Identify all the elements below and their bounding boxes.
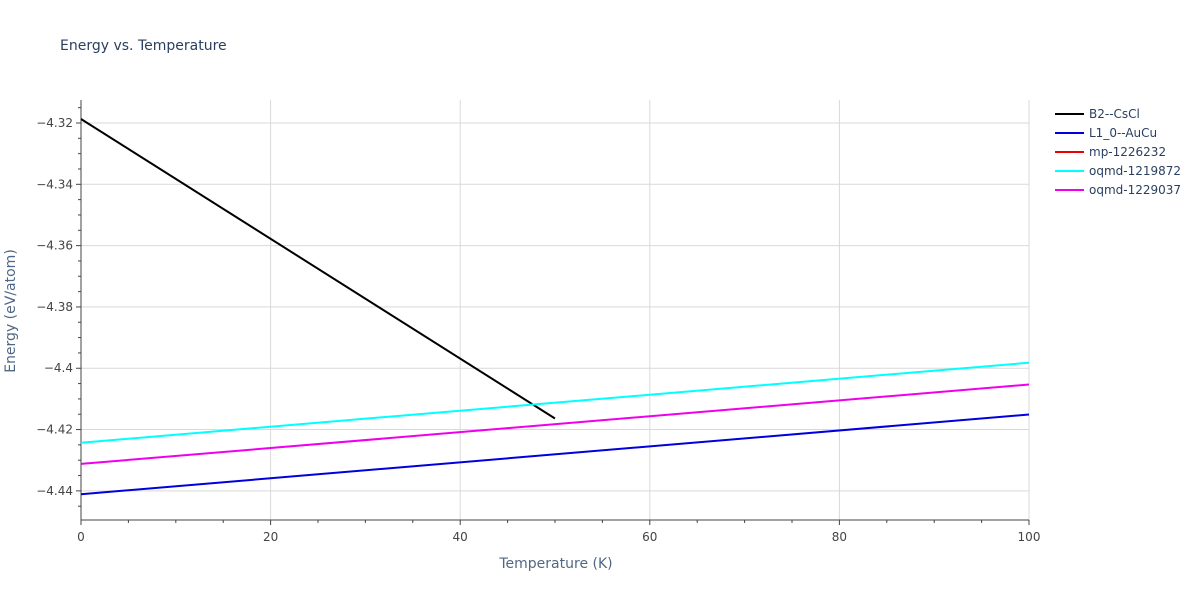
x-tick-label: 60 [642, 530, 657, 544]
y-tick-label: −4.42 [36, 423, 73, 437]
x-tick-label: 80 [832, 530, 847, 544]
y-tick-label: −4.44 [36, 484, 73, 498]
x-tick-label: 40 [453, 530, 468, 544]
y-axis-label: Energy (eV/atom) [3, 249, 19, 373]
legend: B2--CsCl L1_0--AuCu mp-1226232 oqmd-1219872… [1055, 107, 1181, 197]
legend-label: L1_0--AuCu [1089, 126, 1157, 140]
legend-label: B2--CsCl [1089, 107, 1140, 121]
series-line [80, 383, 1030, 465]
y-tick-label: −4.34 [36, 177, 73, 191]
y-tick-label: −4.36 [36, 239, 73, 253]
grid [81, 100, 1030, 520]
y-tick-label: −4.32 [36, 116, 73, 130]
series-line [80, 413, 1030, 496]
series-lines [80, 118, 1030, 496]
x-tick-label: 100 [1018, 530, 1041, 544]
y-tick-label: −4.4 [44, 361, 73, 375]
legend-label: oqmd-1219872 [1089, 164, 1181, 178]
chart-title: Energy vs. Temperature [60, 38, 227, 54]
axes [76, 100, 1030, 525]
tick-labels: 0 20 40 60 80 100 −4.44 −4.42 −4.4 −4.38 −4.36 −4.3… [36, 116, 1040, 544]
series-line [80, 361, 1030, 444]
x-tick-label: 20 [263, 530, 278, 544]
x-tick-label: 0 [77, 530, 85, 544]
legend-label: mp-1226232 [1089, 145, 1166, 159]
legend-label: oqmd-1229037 [1089, 183, 1181, 197]
y-tick-label: −4.38 [36, 300, 73, 314]
series-line [80, 118, 556, 420]
x-axis-label: Temperature (K) [498, 556, 612, 572]
